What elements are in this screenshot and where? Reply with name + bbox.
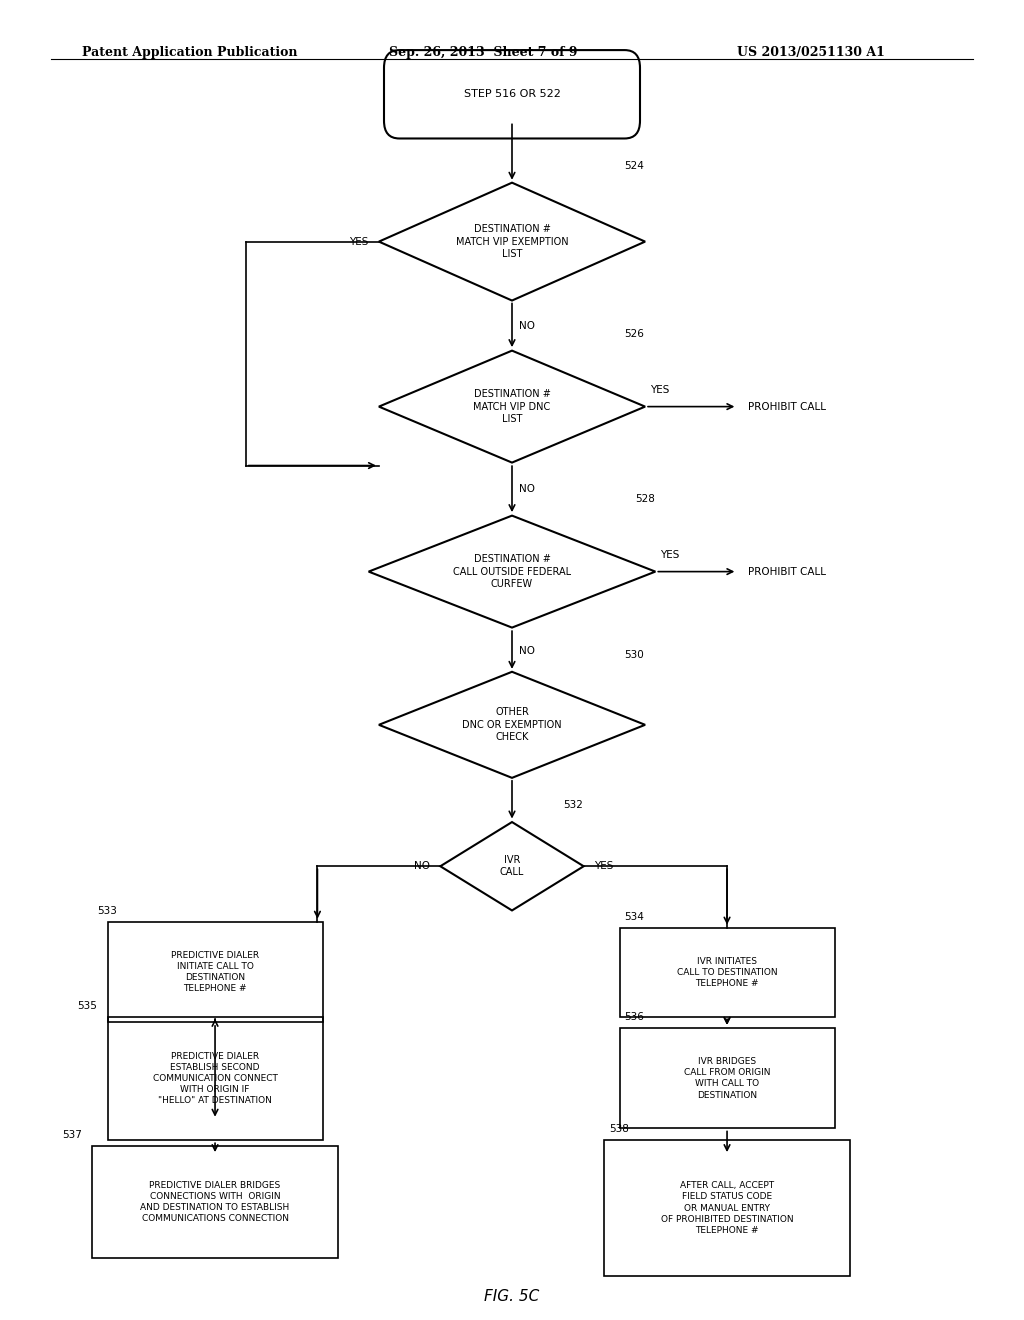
- Text: NO: NO: [519, 645, 536, 656]
- Text: IVR
CALL: IVR CALL: [500, 855, 524, 878]
- Text: 536: 536: [625, 1012, 644, 1023]
- Text: DESTINATION #
MATCH VIP DNC
LIST: DESTINATION # MATCH VIP DNC LIST: [473, 389, 551, 424]
- Text: NO: NO: [519, 484, 536, 494]
- Bar: [108, 923, 323, 1023]
- Text: 533: 533: [97, 907, 117, 916]
- Bar: [620, 1028, 835, 1129]
- Text: 535: 535: [78, 1001, 97, 1011]
- Text: 538: 538: [609, 1125, 629, 1134]
- Bar: [604, 1140, 850, 1276]
- Text: IVR INITIATES
CALL TO DESTINATION
TELEPHONE #: IVR INITIATES CALL TO DESTINATION TELEPH…: [677, 957, 777, 987]
- Text: STEP 516 OR 522: STEP 516 OR 522: [464, 90, 560, 99]
- Text: 524: 524: [625, 161, 644, 170]
- Text: PROHIBIT CALL: PROHIBIT CALL: [748, 401, 825, 412]
- Text: YES: YES: [660, 550, 680, 560]
- Text: 530: 530: [625, 649, 644, 660]
- Text: PROHIBIT CALL: PROHIBIT CALL: [748, 566, 825, 577]
- Text: DESTINATION #
MATCH VIP EXEMPTION
LIST: DESTINATION # MATCH VIP EXEMPTION LIST: [456, 224, 568, 259]
- Text: 526: 526: [625, 329, 644, 339]
- Text: 528: 528: [635, 494, 654, 504]
- Text: YES: YES: [594, 861, 613, 871]
- Text: OTHER
DNC OR EXEMPTION
CHECK: OTHER DNC OR EXEMPTION CHECK: [462, 708, 562, 742]
- Text: NO: NO: [414, 861, 430, 871]
- Text: 532: 532: [563, 800, 583, 810]
- Text: YES: YES: [650, 385, 670, 395]
- Text: Sep. 26, 2013  Sheet 7 of 9: Sep. 26, 2013 Sheet 7 of 9: [389, 46, 578, 59]
- Text: US 2013/0251130 A1: US 2013/0251130 A1: [737, 46, 885, 59]
- Text: IVR BRIDGES
CALL FROM ORIGIN
WITH CALL TO
DESTINATION: IVR BRIDGES CALL FROM ORIGIN WITH CALL T…: [684, 1057, 770, 1100]
- Text: NO: NO: [519, 322, 536, 331]
- Text: PREDICTIVE DIALER BRIDGES
CONNECTIONS WITH  ORIGIN
AND DESTINATION TO ESTABLISH
: PREDICTIVE DIALER BRIDGES CONNECTIONS WI…: [140, 1181, 290, 1224]
- Text: PREDICTIVE DIALER
ESTABLISH SECOND
COMMUNICATION CONNECT
WITH ORIGIN IF
"HELLO" : PREDICTIVE DIALER ESTABLISH SECOND COMMU…: [153, 1052, 278, 1105]
- Text: PREDICTIVE DIALER
INITIATE CALL TO
DESTINATION
TELEPHONE #: PREDICTIVE DIALER INITIATE CALL TO DESTI…: [171, 952, 259, 994]
- Text: DESTINATION #
CALL OUTSIDE FEDERAL
CURFEW: DESTINATION # CALL OUTSIDE FEDERAL CURFE…: [453, 554, 571, 589]
- Text: 534: 534: [625, 912, 644, 923]
- Text: 537: 537: [62, 1130, 82, 1140]
- Bar: [620, 928, 835, 1016]
- Text: Patent Application Publication: Patent Application Publication: [82, 46, 297, 59]
- Text: FIG. 5C: FIG. 5C: [484, 1288, 540, 1304]
- Bar: [108, 1016, 323, 1140]
- Bar: [92, 1146, 338, 1258]
- Text: YES: YES: [349, 236, 369, 247]
- Text: AFTER CALL, ACCEPT
FIELD STATUS CODE
OR MANUAL ENTRY
OF PROHIBITED DESTINATION
T: AFTER CALL, ACCEPT FIELD STATUS CODE OR …: [660, 1181, 794, 1234]
